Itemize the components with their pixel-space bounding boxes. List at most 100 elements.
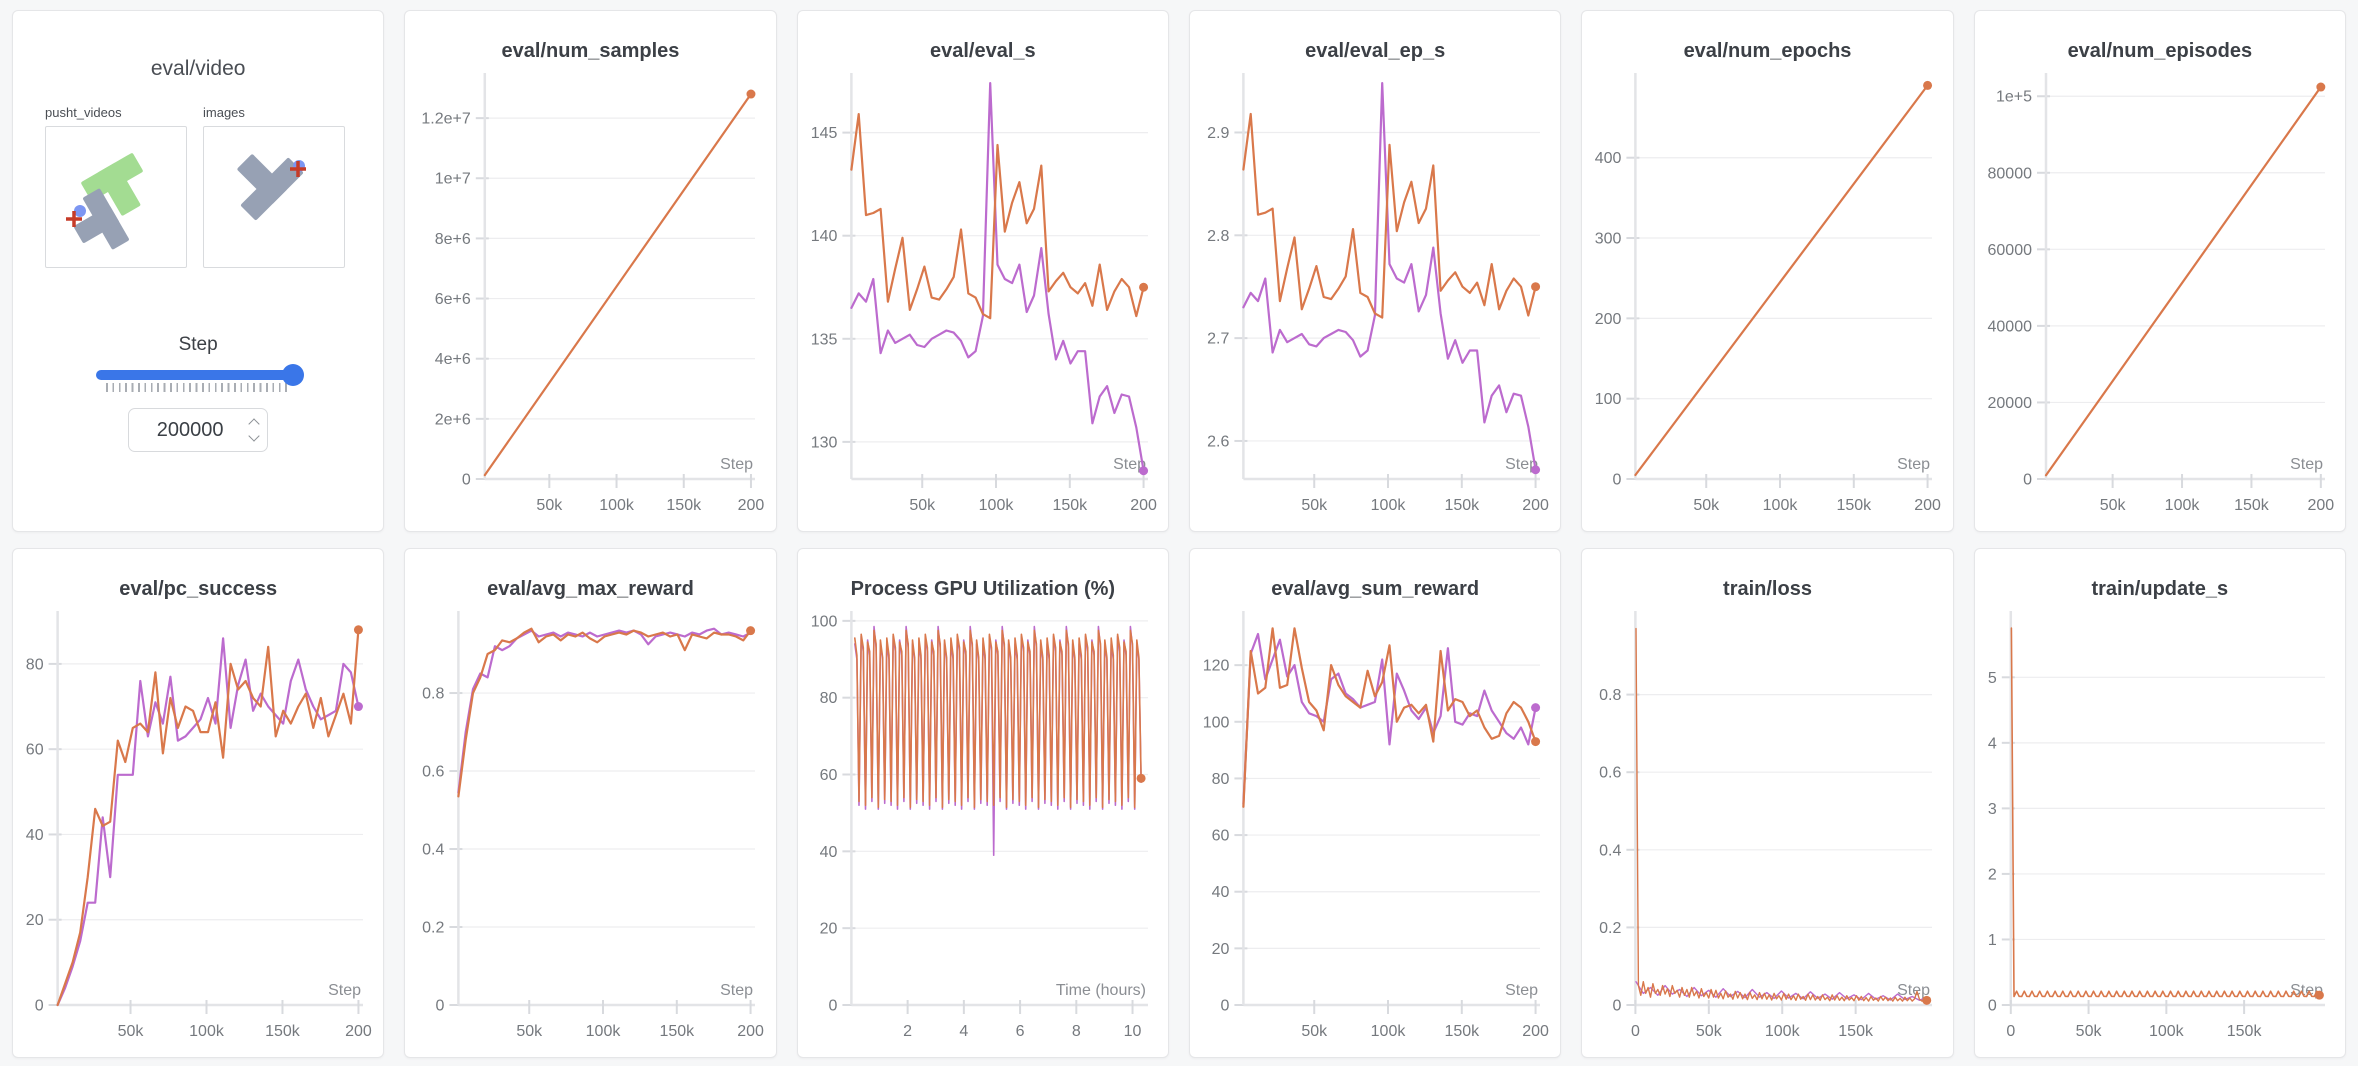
- svg-text:120: 120: [1203, 658, 1230, 675]
- pusht-image-icon: [237, 154, 306, 220]
- slider-track[interactable]: [96, 364, 305, 386]
- pusht-scene-icon: [66, 153, 143, 250]
- panel-eval-eval-s[interactable]: eval/eval_s 130 135 140 145 50k 100k 150k 200 St…: [796, 10, 1169, 532]
- svg-text:0: 0: [2023, 472, 2032, 489]
- svg-text:1e+5: 1e+5: [1996, 89, 2032, 106]
- svg-text:8: 8: [1072, 1023, 1081, 1040]
- chart-title: Process GPU Utilization (%): [850, 578, 1116, 600]
- panel-eval-num-samples[interactable]: eval/num_samples 0 2e+6 4e+6 6e+6 8e+6 1e+7 1.…: [404, 10, 777, 532]
- chart-title: eval/num_episodes: [2067, 40, 2253, 62]
- panel-eval-num-episodes[interactable]: eval/num_episodes 0 20000 40000 60000 80000 1…: [1973, 10, 2346, 532]
- panel-eval-video[interactable]: eval/video pusht_videos: [12, 10, 385, 532]
- svg-text:60: 60: [26, 742, 44, 759]
- panel-process-gpu-utilization[interactable]: Process GPU Utilization (%) 0 20 40 60 80 100…: [796, 548, 1169, 1058]
- svg-text:60000: 60000: [1987, 242, 2032, 259]
- chart-plot-area[interactable]: 0 20 40 60 80 50k 100k 150k 200 Step: [17, 605, 379, 1051]
- svg-text:150k: 150k: [1444, 1023, 1480, 1040]
- svg-text:0: 0: [828, 998, 837, 1015]
- svg-text:Step: Step: [1505, 456, 1538, 473]
- svg-text:60: 60: [819, 767, 837, 784]
- panel-eval-num-epochs[interactable]: eval/num_epochs 0 100 200 300 400 50k 100k 150k…: [1581, 10, 1954, 532]
- panel-train-update-s[interactable]: train/update_s 0 1 2 3 4 5 0 50k 100k 150k Step: [1973, 548, 2346, 1058]
- chart-title: train/loss: [1723, 578, 1812, 600]
- step-value-input[interactable]: [128, 408, 269, 452]
- svg-text:50k: 50k: [517, 1023, 544, 1040]
- panel-eval-avg-max-reward[interactable]: eval/avg_max_reward 0 0.2 0.4 0.6 0.8 50k 100k…: [404, 548, 777, 1058]
- svg-text:150k: 150k: [1837, 497, 1873, 514]
- chart-plot-area[interactable]: 0 1 2 3 4 5 0 50k 100k 150k Step: [1979, 605, 2341, 1051]
- svg-text:150k: 150k: [265, 1023, 301, 1040]
- chart-plot-area[interactable]: 2.6 2.7 2.8 2.9 50k 100k 150k 200 Step: [1194, 67, 1556, 525]
- chart-plot-area[interactable]: 0 20000 40000 60000 80000 1e+5 50k 100k 150k 200 S…: [1979, 67, 2341, 525]
- spinner-up-icon[interactable]: [248, 418, 260, 430]
- slider-tick-marks: [106, 383, 291, 392]
- svg-text:40: 40: [26, 827, 44, 844]
- svg-text:Step: Step: [1897, 456, 1930, 473]
- svg-text:Step: Step: [328, 982, 361, 999]
- svg-text:200: 200: [1522, 497, 1549, 514]
- svg-text:100k: 100k: [586, 1023, 622, 1040]
- svg-text:40: 40: [819, 844, 837, 861]
- svg-text:200: 200: [1915, 497, 1942, 514]
- svg-text:0: 0: [1220, 998, 1229, 1015]
- svg-text:1.2e+7: 1.2e+7: [422, 111, 471, 128]
- svg-text:130: 130: [810, 434, 837, 451]
- chart-title: eval/avg_max_reward: [487, 578, 694, 600]
- chart-plot-area[interactable]: 0 0.2 0.4 0.6 0.8 50k 100k 150k 200 Step: [409, 605, 771, 1051]
- svg-text:100: 100: [1203, 714, 1230, 731]
- step-slider-label: Step: [178, 334, 218, 355]
- chart-plot-area[interactable]: 0 20 40 60 80 100 2 4 6 8 10 Time (hours): [802, 605, 1164, 1051]
- svg-text:80: 80: [1212, 771, 1230, 788]
- pusht-video-thumbnail[interactable]: [45, 126, 187, 268]
- svg-text:Step: Step: [1897, 982, 1930, 999]
- svg-text:20000: 20000: [1987, 395, 2032, 412]
- panel-eval-avg-sum-reward[interactable]: eval/avg_sum_reward 0 20 40 60 80 100 120 50k 10…: [1189, 548, 1562, 1058]
- svg-text:10: 10: [1123, 1023, 1141, 1040]
- svg-text:140: 140: [810, 228, 837, 245]
- svg-text:2: 2: [903, 1023, 912, 1040]
- chart-plot-area[interactable]: 0 100 200 300 400 50k 100k 150k 200 Step: [1586, 67, 1948, 525]
- svg-text:100k: 100k: [1763, 497, 1799, 514]
- chart-plot-area[interactable]: 0 20 40 60 80 100 120 50k 100k 150k 200 Step: [1194, 605, 1556, 1051]
- svg-text:200: 200: [738, 1023, 765, 1040]
- svg-text:20: 20: [1212, 941, 1230, 958]
- step-input-spinners[interactable]: [248, 417, 260, 443]
- svg-text:60: 60: [1212, 828, 1230, 845]
- svg-text:80000: 80000: [1987, 165, 2032, 182]
- svg-text:5: 5: [1988, 670, 1997, 687]
- chart-plot-area[interactable]: 0 0.2 0.4 0.6 0.8 0 50k 100k 150k Step: [1586, 605, 1948, 1051]
- spinner-down-icon[interactable]: [248, 430, 260, 442]
- svg-text:8e+6: 8e+6: [435, 231, 471, 248]
- panel-eval-eval-ep-s[interactable]: eval/eval_ep_s 2.6 2.7 2.8 2.9 50k 100k 150k 20…: [1189, 10, 1562, 532]
- slider-knob[interactable]: [282, 364, 305, 386]
- svg-text:200: 200: [1130, 497, 1157, 514]
- svg-text:100k: 100k: [1765, 1023, 1801, 1040]
- svg-text:200: 200: [738, 497, 765, 514]
- chart-title: eval/eval_ep_s: [1305, 40, 1446, 62]
- svg-text:145: 145: [810, 125, 837, 142]
- svg-text:0.6: 0.6: [422, 764, 444, 781]
- svg-text:100k: 100k: [1371, 1023, 1407, 1040]
- chart-title: eval/eval_s: [930, 40, 1036, 62]
- svg-text:3: 3: [1988, 801, 1997, 818]
- panel-eval-pc-success[interactable]: eval/pc_success 0 20 40 60 80 50k 100k 150k 200 S…: [12, 548, 385, 1058]
- step-slider[interactable]: [96, 364, 305, 392]
- svg-text:0: 0: [436, 998, 445, 1015]
- svg-text:150k: 150k: [1839, 1023, 1875, 1040]
- svg-text:200: 200: [1595, 311, 1622, 328]
- panel-train-loss[interactable]: train/loss 0 0.2 0.4 0.6 0.8 0 50k 100k 150k Step: [1581, 548, 1954, 1058]
- svg-text:1: 1: [1988, 932, 1997, 949]
- svg-text:0: 0: [1613, 472, 1622, 489]
- chart-title: train/update_s: [2091, 578, 2229, 600]
- svg-text:0.8: 0.8: [1599, 687, 1621, 704]
- svg-text:100: 100: [1595, 391, 1622, 408]
- svg-text:135: 135: [810, 331, 837, 348]
- svg-text:0: 0: [35, 998, 44, 1015]
- chart-plot-area[interactable]: 130 135 140 145 50k 100k 150k 200 Step: [802, 67, 1164, 525]
- chart-plot-area[interactable]: 0 2e+6 4e+6 6e+6 8e+6 1e+7 1.2e+7 50k 100k 150k 20…: [409, 67, 771, 525]
- svg-text:100k: 100k: [189, 1023, 225, 1040]
- svg-text:20: 20: [26, 912, 44, 929]
- svg-text:Time (hours): Time (hours): [1056, 982, 1146, 999]
- images-thumbnail[interactable]: [203, 126, 345, 268]
- svg-text:0.4: 0.4: [1599, 842, 1621, 859]
